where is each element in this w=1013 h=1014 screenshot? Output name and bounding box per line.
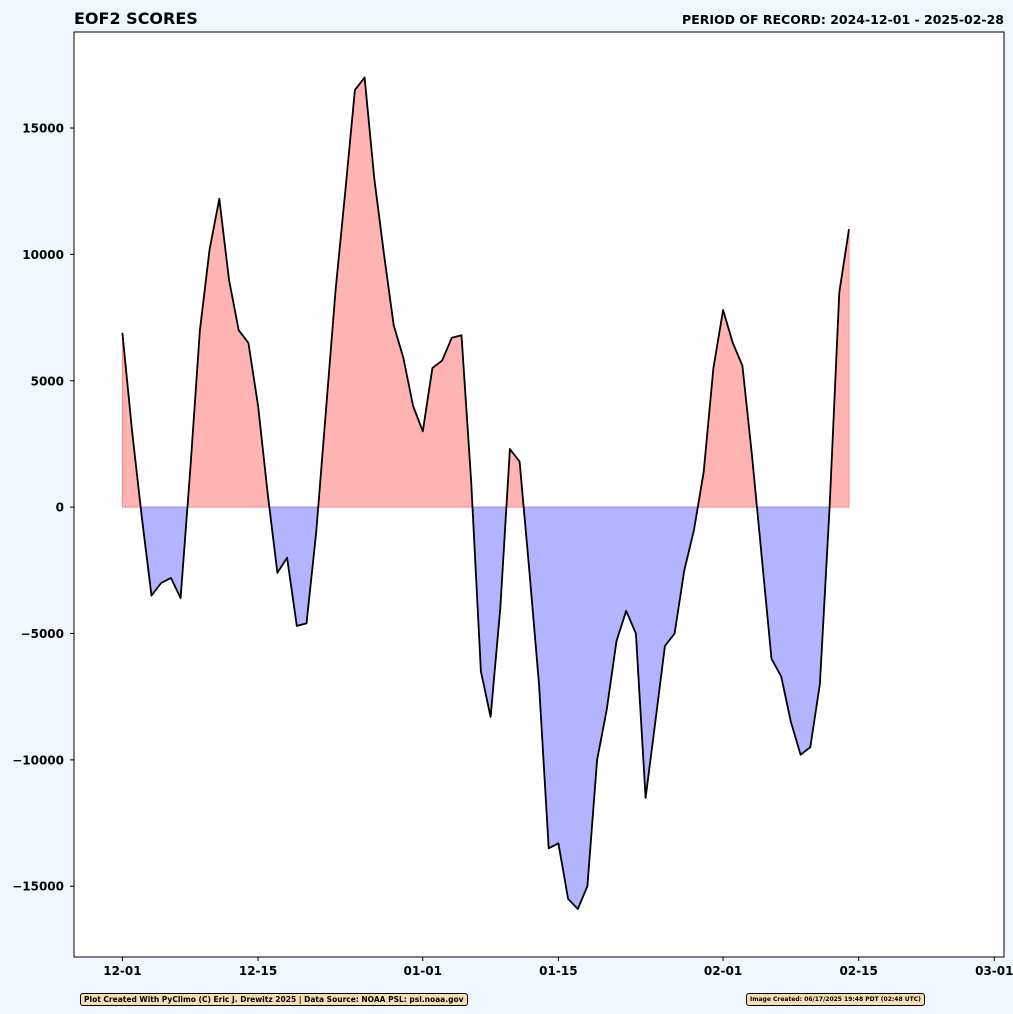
chart-title: EOF2 SCORES [74,9,198,28]
y-axis: −15000 −10000 −5000 0 5000 10000 15000 [12,122,74,894]
y-tick-label: 5000 [31,374,64,388]
y-tick-label: −10000 [12,753,64,767]
x-tick-label: 12-15 [239,964,277,978]
x-tick-label: 01-01 [404,964,442,978]
image-created-label: Image Created: 06/17/2025 19:48 PDT (02:… [746,993,925,1006]
area-fills [121,76,850,910]
eof2-line [121,76,850,910]
chart-subtitle: PERIOD OF RECORD: 2024-12-01 - 2025-02-2… [682,12,1004,27]
x-tick-label: 03-01 [975,964,1013,978]
x-tick-label: 02-01 [704,964,742,978]
y-tick-label: 10000 [22,248,64,262]
credit-label: Plot Created With PyClimo (C) Eric J. Dr… [80,993,468,1006]
y-tick-label: −5000 [21,627,64,641]
x-axis: 12-01 12-15 01-01 01-15 02-01 02-15 03-01 [103,957,1013,978]
y-tick-label: 15000 [22,122,64,136]
x-tick-label: 01-15 [539,964,577,978]
y-tick-label: −15000 [12,880,64,894]
series-line [121,76,850,910]
x-tick-label: 02-15 [839,964,877,978]
plot-frame [73,31,1005,958]
x-tick-label: 12-01 [103,964,141,978]
y-tick-label: 0 [56,501,64,515]
